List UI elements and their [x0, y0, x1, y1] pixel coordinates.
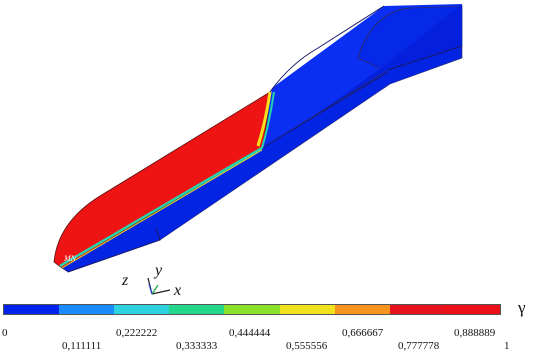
axis-label-z: z [122, 272, 129, 289]
colorbar-segment [169, 305, 225, 314]
colorbar-symbol: γ [518, 298, 526, 317]
tick-lower-1: 0,333333 [176, 340, 218, 352]
axes-triad [147, 277, 171, 295]
colorbar-segment [114, 305, 170, 314]
colorbar-segment [389, 305, 445, 314]
tick-upper-0: 0 [2, 327, 8, 339]
colorbar-segment [444, 305, 500, 314]
water-region [61, 4, 463, 273]
tick-lower-4: 1 [504, 340, 510, 352]
axis-label-y: y [155, 262, 163, 279]
axis-label-x: x [174, 282, 182, 299]
tick-lower-2: 0,555556 [286, 340, 328, 352]
tick-upper-4: 0,888889 [454, 327, 496, 339]
colorbar-segment [334, 305, 390, 314]
interface-edge [59, 146, 263, 268]
tick-upper-3: 0,666667 [342, 327, 384, 339]
colorbar-segment [279, 305, 335, 314]
tick-lower-3: 0,777778 [398, 340, 440, 352]
tick-upper-2: 0,444444 [229, 327, 271, 339]
interface-band [256, 91, 272, 147]
tick-upper-1: 0,222222 [116, 327, 158, 339]
interface-band-cyan [261, 91, 275, 149]
colorbar-segment [59, 305, 115, 314]
water-front-face [61, 45, 463, 273]
pipe-section-scene [53, 4, 463, 295]
colorbar [3, 304, 501, 315]
colorbar-segment [4, 305, 60, 314]
point-label-mn: MN [64, 254, 76, 263]
colorbar-segment [224, 305, 280, 314]
tick-lower-0: 0,111111 [62, 340, 102, 352]
